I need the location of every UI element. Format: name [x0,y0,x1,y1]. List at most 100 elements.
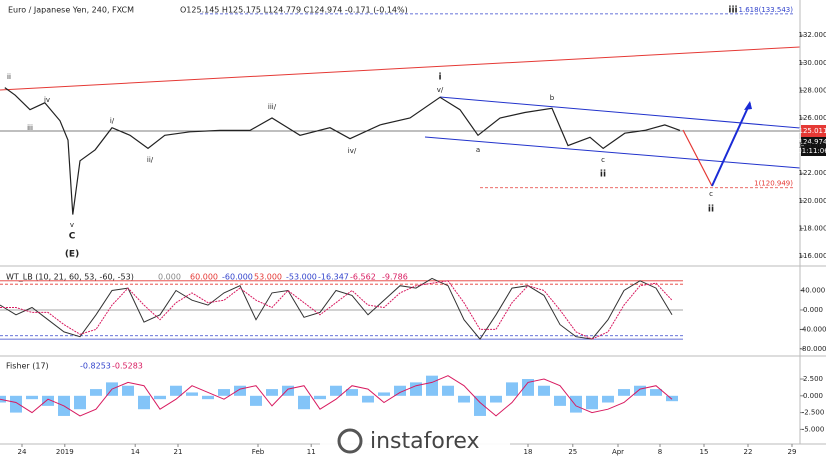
bar [186,392,198,396]
x-tick-label: 18 [524,448,533,456]
x-tick-label: 8 [658,448,662,456]
y-tick-label: 2.500 [803,375,823,383]
wave-label: c [709,190,713,198]
bar [634,385,646,396]
bar [554,395,566,406]
level-readout: 53.000 [254,273,282,282]
bar [474,395,486,416]
wave-label: c [601,156,605,164]
bar [330,385,342,396]
y-tick-label: 0.000 [803,392,823,400]
x-tick-label: 24 [18,448,27,456]
x-tick-label: 22 [744,448,753,456]
bar [650,389,662,396]
y-tick-label: 120.000 [799,197,826,205]
bar [122,385,134,396]
indicator-line [0,280,673,340]
y-tick-label: 128.000 [799,86,826,94]
bar [538,385,550,396]
wave-label: ii/ [147,156,154,164]
bar [410,382,422,396]
wave-label: ii [708,205,714,215]
wave-label: iv [44,96,50,104]
x-tick-label: 11 [307,448,316,456]
y-tick-label: 40.000 [801,287,826,295]
bar [314,395,326,400]
bar [10,395,22,413]
price-line [4,87,681,215]
y-tick-label: 0.000 [803,306,823,314]
y-tick-label: 124.000 [799,142,826,150]
bar [458,395,470,403]
y-tick-label: 126.000 [799,114,826,122]
y-tick-label: -80.000 [799,345,826,353]
wave-label: b [550,94,555,102]
level-readout: -53.000 [286,273,317,282]
trend-line [0,46,801,91]
y-tick-label: 130.000 [799,59,826,67]
bar [618,389,630,396]
bar [74,395,86,410]
wave-label: (E) [65,250,79,260]
projection [682,129,713,187]
x-tick-label: 29 [788,448,797,456]
indicator-line [0,375,673,417]
x-tick-label: Feb [252,448,265,456]
x-tick-label: 25 [568,448,577,456]
arrow-head [744,101,752,110]
y-tick-label: 122.000 [799,169,826,177]
bar [26,395,38,400]
logo-icon [337,428,363,454]
bar [138,395,150,410]
indicator-title: Fisher (17) [6,362,49,371]
wave-label: v [70,221,74,229]
bar [522,379,534,396]
bar [218,389,230,396]
wave-label: iii [27,124,33,132]
bar [282,385,294,396]
wave-label: C [69,232,76,242]
y-tick-label: -5.000 [802,425,825,433]
bar [154,395,166,400]
indicator-title: WT_LB (10, 21, 60, 53, -60, -53) [6,273,134,282]
bar [426,375,438,396]
wave-label: iv/ [348,147,357,155]
bar [442,385,454,396]
price-tag-text: 125.011 [799,127,826,135]
y-tick-label: -40.000 [799,325,826,333]
readout: -6.562 [350,273,376,282]
bar [298,395,310,410]
y-tick-label: 132.000 [799,31,826,39]
y-tick-label: -2.500 [802,409,825,417]
bar [90,389,102,396]
wave-label: ii [600,170,606,180]
bar [570,395,582,413]
level-readout: 60.000 [190,273,218,282]
bar [202,395,214,400]
wave-label: a [476,146,480,154]
y-tick-label: 118.000 [799,224,826,232]
bar [250,395,262,406]
channel-line [424,136,801,169]
price-tag [801,137,826,156]
x-tick-label: Apr [612,448,624,456]
bar [234,385,246,396]
x-tick-label: 2019 [56,448,74,456]
indicator-line [0,277,673,340]
x-tick-label: 21 [174,448,183,456]
level-readout: 0.000 [158,273,181,282]
bar [602,395,614,403]
bar [346,389,358,396]
projection-arrow [711,102,751,187]
readout: -9.786 [382,273,408,282]
bar [586,395,598,410]
wave-label: ii [7,73,11,81]
bar [42,395,54,406]
level-label: 1(120.949) [754,180,793,188]
bar [266,389,278,396]
wave-label: i [438,73,441,83]
wave-label: iii/ [268,103,277,111]
watermark: instaforex [370,429,480,454]
